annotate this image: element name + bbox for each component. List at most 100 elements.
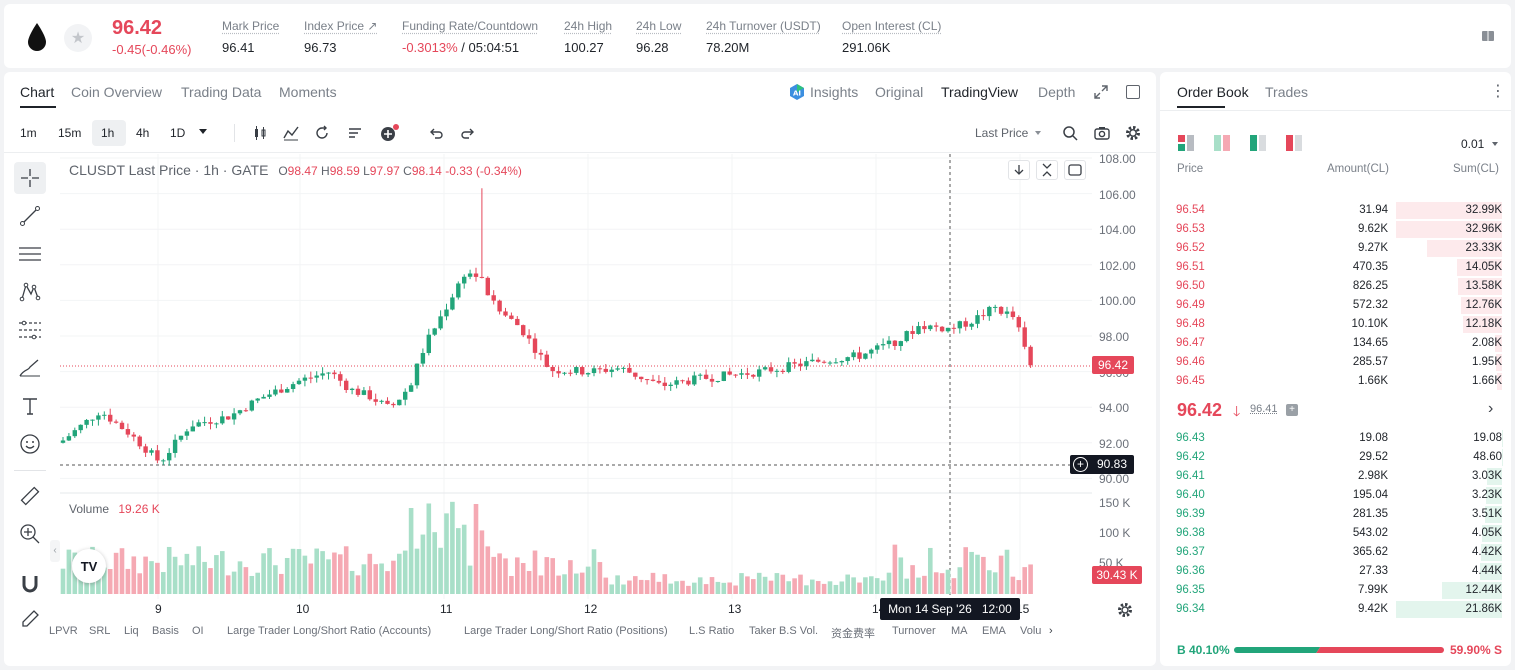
indicator-turnover[interactable]: Turnover [892, 625, 936, 637]
volume-bar [338, 554, 343, 594]
stat-index-price[interactable]: Index Price ↗ 96.73 [304, 19, 378, 55]
indicator-large-trader-positions[interactable]: Large Trader Long/Short Ratio (Positions… [464, 625, 668, 637]
view-bids-only-icon[interactable] [1250, 135, 1268, 156]
tab-order-book[interactable]: Order Book [1177, 84, 1249, 100]
bid-row[interactable]: 96.38 543.02 4.05K [1176, 524, 1502, 543]
view-asks-only-icon[interactable] [1286, 135, 1304, 156]
view-depth[interactable]: Depth [1038, 84, 1076, 100]
book-icon[interactable] [1480, 28, 1496, 44]
view-bids-asks-icon[interactable] [1214, 135, 1232, 156]
tab-moments[interactable]: Moments [279, 84, 337, 100]
replay-icon[interactable] [314, 125, 330, 146]
precision-caret-icon[interactable] [1492, 142, 1498, 146]
zoom-in-tool-icon[interactable] [14, 518, 46, 550]
ask-row[interactable]: 96.53 9.62K 32.96K [1176, 220, 1502, 239]
pattern-tool-icon[interactable] [14, 276, 46, 308]
indicator-ma[interactable]: MA [951, 625, 968, 637]
add-alert-icon[interactable]: + [1073, 457, 1088, 472]
indicator-scroll-right-icon[interactable]: › [1049, 625, 1053, 637]
redo-icon[interactable] [460, 125, 476, 146]
indicator-ls-ratio[interactable]: L.S Ratio [689, 625, 735, 637]
ask-row[interactable]: 96.46 285.57 1.95K [1176, 353, 1502, 372]
brush-tool-icon[interactable] [14, 352, 46, 384]
trend-line-tool-icon[interactable] [14, 200, 46, 232]
bid-row[interactable]: 96.35 7.99K 12.44K [1176, 581, 1502, 600]
price-source-select[interactable]: Last Price [975, 126, 1029, 140]
ask-row[interactable]: 96.54 31.94 32.99K [1176, 201, 1502, 220]
indicator-oi[interactable]: OI [192, 625, 204, 637]
mark-price-info-icon[interactable]: + [1286, 404, 1298, 416]
timeframe-dropdown-icon[interactable] [199, 129, 207, 134]
indicator-ema[interactable]: EMA [982, 625, 1006, 637]
add-indicator-icon[interactable] [380, 124, 400, 147]
horizontal-lines-tool-icon[interactable] [14, 238, 46, 270]
timeframe-4h[interactable]: 4h [136, 126, 150, 140]
bid-row[interactable]: 96.37 365.62 4.42K [1176, 543, 1502, 562]
templates-icon[interactable] [347, 125, 363, 146]
expand-orderbook-icon[interactable]: › [1488, 400, 1494, 417]
maximize-pane-icon[interactable] [1064, 160, 1086, 180]
ask-row[interactable]: 96.48 10.10K 12.18K [1176, 315, 1502, 334]
timeframe-1d[interactable]: 1D [170, 126, 186, 140]
ai-insights-icon[interactable]: AI [788, 83, 806, 101]
indicator-volume[interactable]: Volu [1020, 625, 1042, 637]
indicator-lpvr[interactable]: LPVR [49, 625, 78, 637]
view-insights[interactable]: Insights [810, 84, 859, 100]
indicator-large-trader-accounts[interactable]: Large Trader Long/Short Ratio (Accounts) [227, 625, 432, 637]
indicators-icon[interactable] [283, 125, 299, 146]
more-menu-icon[interactable]: ⋮ [1490, 83, 1506, 100]
search-icon[interactable] [1062, 125, 1078, 146]
tab-coin-overview[interactable]: Coin Overview [71, 84, 163, 100]
scroll-down-icon[interactable] [1008, 160, 1030, 180]
view-original[interactable]: Original [875, 84, 924, 100]
indicator-taker-bs-vol[interactable]: Taker B.S Vol. [749, 625, 819, 637]
star-icon[interactable]: ★ [64, 24, 92, 52]
expand-icon[interactable] [1093, 84, 1109, 105]
tab-chart[interactable]: Chart [20, 84, 55, 100]
timeframe-1h[interactable]: 1h [101, 126, 115, 140]
price-source-caret-icon[interactable] [1035, 131, 1041, 135]
ask-row[interactable]: 96.49 572.32 12.76K [1176, 296, 1502, 315]
candles-icon[interactable] [252, 125, 268, 146]
timeframe-15m[interactable]: 15m [58, 126, 82, 140]
bid-row[interactable]: 96.43 19.08 19.08 [1176, 429, 1502, 448]
bid-row[interactable]: 96.39 281.35 3.51K [1176, 505, 1502, 524]
bid-row[interactable]: 96.36 27.33 4.44K [1176, 562, 1502, 581]
indicator-funding-rate[interactable]: 资金费率 [831, 628, 875, 640]
crosshair-tool-icon[interactable] [14, 162, 46, 194]
chart-settings-icon[interactable] [1117, 602, 1133, 623]
settings-gear-icon[interactable] [1125, 125, 1141, 146]
collapse-pane-icon[interactable] [1036, 160, 1058, 180]
ask-row[interactable]: 96.50 826.25 13.58K [1176, 277, 1502, 296]
fib-tool-icon[interactable] [14, 314, 46, 346]
tab-trades[interactable]: Trades [1265, 84, 1309, 100]
text-tool-icon[interactable] [14, 390, 46, 422]
magnet-tool-icon[interactable] [14, 568, 46, 600]
tab-trading-data[interactable]: Trading Data [181, 84, 262, 100]
bid-row[interactable]: 96.40 195.04 3.23K [1176, 486, 1502, 505]
camera-icon[interactable] [1094, 125, 1110, 146]
precision-select[interactable]: 0.01 [1461, 137, 1485, 151]
indicator-liq[interactable]: Liq [124, 625, 139, 637]
ask-row[interactable]: 96.47 134.65 2.08K [1176, 334, 1502, 353]
tradingview-logo[interactable]: TV [72, 549, 106, 583]
last-price-tag: 96.42 [1092, 356, 1134, 374]
ask-row[interactable]: 96.52 9.27K 23.33K [1176, 239, 1502, 258]
emoji-tool-icon[interactable] [14, 428, 46, 460]
indicator-srl[interactable]: SRL [89, 625, 111, 637]
ask-row[interactable]: 96.51 470.35 14.05K [1176, 258, 1502, 277]
window-icon[interactable] [1126, 85, 1140, 99]
pencil-tool-icon[interactable] [14, 606, 46, 632]
collapse-toolbar-icon[interactable]: ‹ [50, 540, 60, 562]
bid-row[interactable]: 96.42 29.52 48.60 [1176, 448, 1502, 467]
indicator-basis[interactable]: Basis [152, 625, 179, 637]
undo-icon[interactable] [428, 125, 444, 146]
bid-row[interactable]: 96.34 9.42K 21.86K [1176, 600, 1502, 619]
timeframe-1m[interactable]: 1m [20, 126, 37, 140]
price-chart[interactable] [60, 154, 1092, 599]
ruler-tool-icon[interactable] [14, 480, 46, 512]
ask-row[interactable]: 96.45 1.66K 1.66K [1176, 372, 1502, 391]
view-tradingview[interactable]: TradingView [941, 84, 1019, 100]
view-both-sides-icon[interactable] [1178, 135, 1196, 156]
bid-row[interactable]: 96.41 2.98K 3.03K [1176, 467, 1502, 486]
